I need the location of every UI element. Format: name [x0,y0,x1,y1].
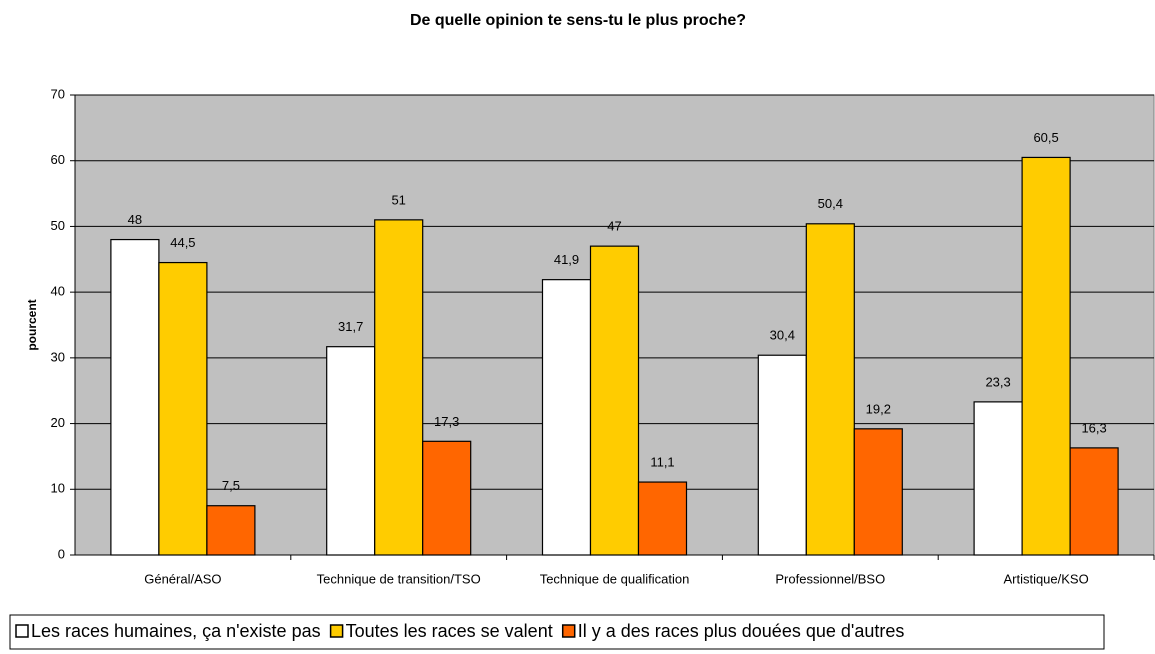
data-label: 50,4 [818,196,843,211]
y-axis-label: pourcent [25,299,39,350]
bar [422,440,472,556]
bar [541,279,592,556]
bar [110,238,160,556]
y-tick-label: 0 [58,546,65,561]
y-tick-label: 20 [51,415,65,430]
bar [637,481,688,556]
legend-label: Toutes les races se valent [346,621,553,641]
x-tick-label: Professionnel/BSO [775,571,885,586]
y-tick-label: 40 [51,284,65,299]
x-tick-label: Artistique/KSO [1003,571,1088,586]
data-label: 51 [391,192,405,207]
y-tick-label: 50 [51,218,65,233]
y-tick-label: 60 [51,152,65,167]
x-tick-label: Technique de transition/TSO [317,571,481,586]
y-tick-label: 70 [51,86,65,101]
legend-label: Les races humaines, ça n'existe pas [31,621,321,641]
bar [326,346,376,556]
legend-swatch [561,624,576,638]
data-label: 23,3 [985,374,1010,389]
data-label: 60,5 [1033,130,1058,145]
legend-box [9,614,1105,650]
legend-swatch [329,624,344,638]
bar [1021,156,1071,556]
y-tick-label: 10 [51,481,65,496]
legend-swatch [15,624,29,638]
chart-title: De quelle opinion te sens-tu le plus pro… [410,12,746,29]
legend-label: Il y a des races plus douées que d'autre… [578,621,905,641]
bar [853,428,903,556]
bar [757,354,807,556]
data-label: 41,9 [554,252,579,267]
data-label: 44,5 [170,235,195,250]
bar [374,219,424,556]
bar [973,401,1023,556]
data-label: 30,4 [770,328,795,343]
data-label: 48 [128,212,142,227]
data-label: 47 [607,219,621,234]
bar [805,223,855,556]
x-tick-label: Général/ASO [144,571,221,586]
bar [206,505,256,556]
bar [158,261,208,556]
data-label: 16,3 [1081,420,1106,435]
bar [1069,447,1119,556]
x-tick-label: Technique de qualification [540,571,690,586]
y-tick-label: 30 [51,349,65,364]
bar [589,245,640,556]
data-label: 17,3 [434,414,459,429]
data-label: 11,1 [650,454,674,469]
data-label: 19,2 [866,401,891,416]
data-label: 7,5 [222,478,240,493]
data-label: 31,7 [338,319,363,334]
